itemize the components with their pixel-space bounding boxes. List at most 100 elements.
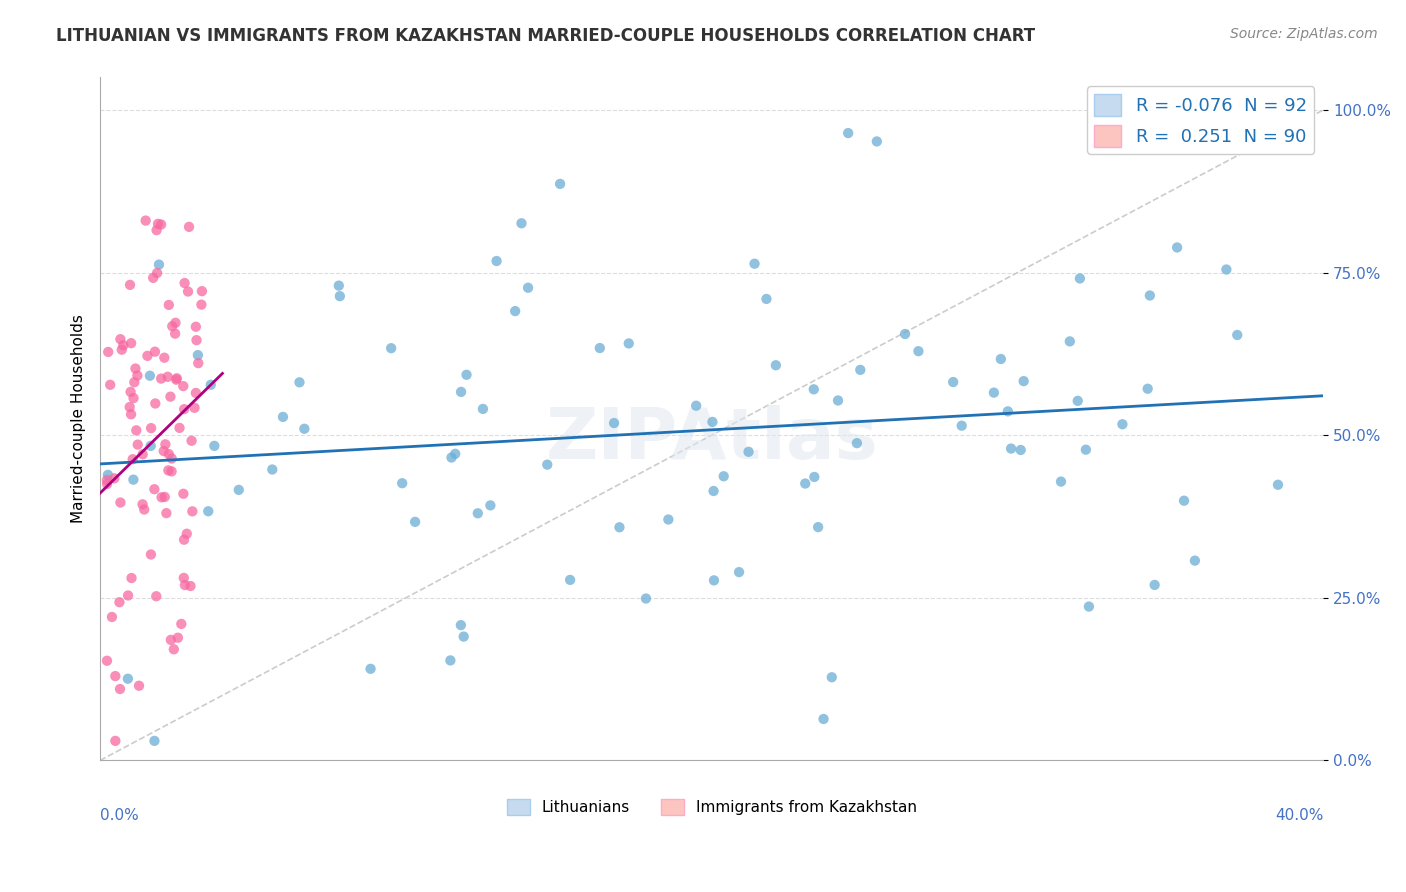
Point xyxy=(97,345,120,359)
Point xyxy=(97,467,120,482)
Point xyxy=(1050,475,1073,489)
Point xyxy=(120,384,142,399)
Point xyxy=(124,361,146,376)
Point xyxy=(165,316,187,330)
Point xyxy=(803,470,825,484)
Point xyxy=(96,473,118,487)
Point xyxy=(849,363,872,377)
Point xyxy=(96,654,118,668)
Point xyxy=(190,298,212,312)
Point xyxy=(450,384,472,399)
Point xyxy=(157,298,180,312)
Point xyxy=(157,463,180,477)
Point xyxy=(807,520,830,534)
Point xyxy=(157,447,180,461)
Point xyxy=(112,338,135,352)
Point xyxy=(101,610,124,624)
Point xyxy=(866,135,889,149)
Point xyxy=(1000,442,1022,456)
Point xyxy=(202,439,225,453)
Point xyxy=(609,520,631,534)
Point xyxy=(1012,374,1035,388)
Point xyxy=(444,447,467,461)
Point xyxy=(153,351,176,365)
Point xyxy=(166,371,188,385)
Point xyxy=(453,630,475,644)
Point xyxy=(184,386,207,401)
Point xyxy=(174,578,197,592)
Point xyxy=(548,177,571,191)
Point xyxy=(117,589,139,603)
Point xyxy=(713,469,735,483)
Point xyxy=(1067,393,1090,408)
Point xyxy=(990,351,1012,366)
Point xyxy=(139,421,162,435)
Point xyxy=(165,373,187,387)
Point xyxy=(471,401,494,416)
Point xyxy=(135,213,157,227)
Point xyxy=(1173,493,1195,508)
Point xyxy=(160,632,183,647)
Point xyxy=(173,533,195,547)
Point xyxy=(136,349,159,363)
Point xyxy=(146,266,169,280)
Point xyxy=(1010,442,1032,457)
Point xyxy=(703,574,725,588)
Point xyxy=(728,565,751,579)
Point xyxy=(456,368,478,382)
Text: LITHUANIAN VS IMMIGRANTS FROM KAZAKHSTAN MARRIED-COUPLE HOUSEHOLDS CORRELATION C: LITHUANIAN VS IMMIGRANTS FROM KAZAKHSTAN… xyxy=(56,27,1035,45)
Point xyxy=(167,631,190,645)
Point xyxy=(1136,382,1159,396)
Point xyxy=(191,284,214,298)
Point xyxy=(152,444,174,458)
Point xyxy=(404,515,426,529)
Point xyxy=(360,662,382,676)
Point xyxy=(125,423,148,437)
Point xyxy=(603,416,626,430)
Point xyxy=(845,436,868,450)
Point xyxy=(122,473,145,487)
Point xyxy=(146,217,169,231)
Point xyxy=(117,672,139,686)
Point xyxy=(271,409,294,424)
Point xyxy=(983,385,1005,400)
Point xyxy=(139,548,162,562)
Point xyxy=(450,618,472,632)
Legend: Lithuanians, Immigrants from Kazakhstan: Lithuanians, Immigrants from Kazakhstan xyxy=(501,793,922,821)
Point xyxy=(803,382,825,396)
Point xyxy=(617,336,640,351)
Point xyxy=(143,396,166,410)
Point xyxy=(177,285,200,299)
Point xyxy=(813,712,835,726)
Point xyxy=(467,506,489,520)
Point xyxy=(180,434,202,448)
Point xyxy=(160,451,183,466)
Point xyxy=(657,512,679,526)
Point xyxy=(1226,328,1249,343)
Point xyxy=(1143,578,1166,592)
Point xyxy=(1059,334,1081,349)
Point xyxy=(173,402,195,417)
Point xyxy=(172,379,194,393)
Text: ZIPAtlas: ZIPAtlas xyxy=(546,405,877,474)
Point xyxy=(187,348,209,362)
Point xyxy=(1111,417,1133,432)
Point xyxy=(172,487,194,501)
Point xyxy=(142,270,165,285)
Point xyxy=(794,476,817,491)
Point xyxy=(96,477,118,491)
Point xyxy=(440,450,463,465)
Point xyxy=(143,344,166,359)
Point xyxy=(122,391,145,405)
Point xyxy=(118,400,141,414)
Point xyxy=(186,333,208,347)
Text: 40.0%: 40.0% xyxy=(1275,808,1323,823)
Point xyxy=(127,437,149,451)
Point xyxy=(160,464,183,478)
Point xyxy=(1267,477,1289,491)
Point xyxy=(134,502,156,516)
Point xyxy=(139,368,162,383)
Point xyxy=(328,278,350,293)
Point xyxy=(1215,262,1237,277)
Y-axis label: Married-couple Households: Married-couple Households xyxy=(72,315,86,524)
